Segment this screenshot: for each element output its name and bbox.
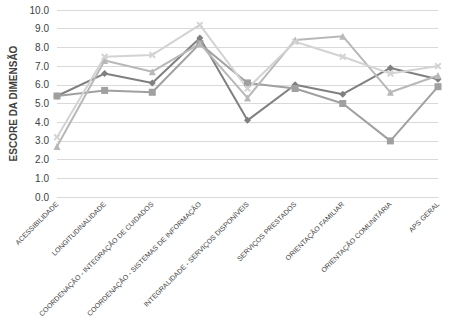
svg-text:8.0: 8.0: [35, 42, 49, 53]
svg-text:ORIENTAÇÃO FAMILIAR: ORIENTAÇÃO FAMILIAR: [284, 200, 346, 262]
svg-text:6.0: 6.0: [35, 79, 49, 90]
svg-text:9.0: 9.0: [35, 23, 49, 34]
svg-text:LONGITUDINALIDADE: LONGITUDINALIDADE: [51, 200, 108, 257]
svg-text:7.0: 7.0: [35, 61, 49, 72]
svg-text:APS GERAL: APS GERAL: [408, 200, 441, 233]
svg-text:5.0: 5.0: [35, 98, 49, 109]
svg-text:10.0: 10.0: [30, 5, 50, 16]
svg-text:1.0: 1.0: [35, 173, 49, 184]
svg-text:2.0: 2.0: [35, 154, 49, 165]
svg-text:SERVIÇOS PRESTADOS: SERVIÇOS PRESTADOS: [235, 200, 298, 263]
svg-text:COORDENAÇÃO - SISTEMAS DE INFO: COORDENAÇÃO - SISTEMAS DE INFORMAÇÃO: [85, 200, 203, 318]
svg-text:3.0: 3.0: [35, 135, 49, 146]
svg-text:ORIENTAÇÃO COMUNITÁRIA: ORIENTAÇÃO COMUNITÁRIA: [319, 200, 394, 275]
svg-text:COORDENAÇÃO - INTEGRAÇÃO DE CU: COORDENAÇÃO - INTEGRAÇÃO DE CUIDADOS: [37, 200, 155, 318]
svg-text:0.0: 0.0: [35, 192, 49, 203]
svg-text:INTEGRALIDADE - SERVIÇOS DISPO: INTEGRALIDADE - SERVIÇOS DISPONÍVEIS: [142, 200, 251, 309]
svg-text:4.0: 4.0: [35, 117, 49, 128]
svg-text:ESCORE DA DIMENSÃO: ESCORE DA DIMENSÃO: [7, 45, 19, 161]
svg-text:ACESSIBILIDADE: ACESSIBILIDADE: [14, 200, 60, 246]
